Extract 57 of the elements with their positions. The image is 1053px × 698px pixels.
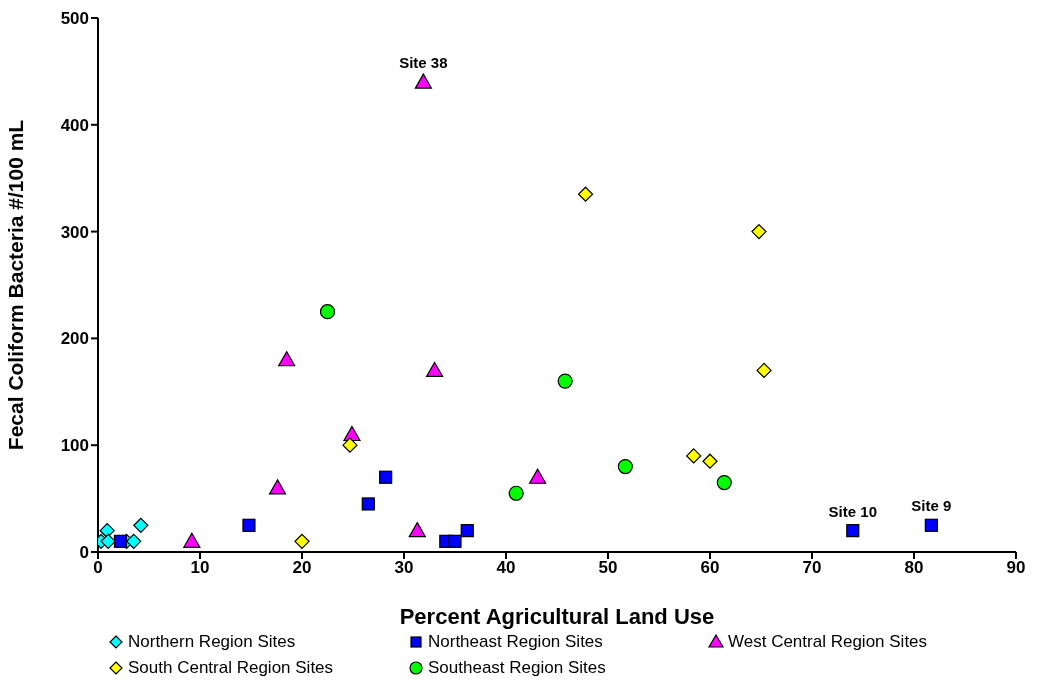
legend-label: Southeast Region Sites <box>428 658 606 678</box>
annotation: Site 38 <box>399 54 448 72</box>
legend-label: West Central Region Sites <box>728 632 928 652</box>
point <box>408 522 426 538</box>
point <box>426 361 444 378</box>
point <box>99 523 115 539</box>
point <box>924 518 938 532</box>
point <box>278 351 296 367</box>
point <box>751 224 767 240</box>
point <box>529 468 547 484</box>
point <box>756 362 772 379</box>
y-tick-label: 500 <box>60 9 89 29</box>
x-tick-label: 10 <box>190 558 210 578</box>
point <box>414 73 432 89</box>
x-axis-title: Percent Agricultural Land Use <box>399 604 715 629</box>
point <box>557 373 573 389</box>
point <box>716 474 732 491</box>
point <box>448 534 462 548</box>
annotation: Site 10 <box>828 502 877 520</box>
point <box>508 485 524 501</box>
point <box>460 524 474 538</box>
x-tick-label: 30 <box>394 558 414 578</box>
x-tick-label: 60 <box>700 558 720 578</box>
point <box>617 458 633 475</box>
point <box>183 532 201 548</box>
point <box>319 304 336 320</box>
point <box>686 448 702 464</box>
y-tick-label: 0 <box>79 543 89 563</box>
point <box>268 479 287 495</box>
y-tick-label: 300 <box>60 222 89 242</box>
point <box>342 437 358 453</box>
legend-label: South Central Region Sites <box>128 658 334 678</box>
x-tick-label: 40 <box>496 558 516 578</box>
point <box>100 533 116 549</box>
point <box>361 497 375 511</box>
point <box>113 534 128 548</box>
point <box>294 533 310 549</box>
point <box>577 186 594 202</box>
point <box>133 517 149 533</box>
point <box>846 524 860 538</box>
x-tick-label: 90 <box>1006 558 1026 578</box>
x-tick-label: 70 <box>802 558 822 578</box>
x-tick-label: 20 <box>292 558 312 578</box>
x-tick-label: 80 <box>904 558 924 578</box>
legend-label: Northeast Region Sites <box>428 632 603 652</box>
y-tick-label: 100 <box>60 436 89 456</box>
point <box>702 453 718 469</box>
x-tick-label: 0 <box>93 558 103 578</box>
y-tick-label: 400 <box>60 115 89 135</box>
point <box>242 518 256 532</box>
annotation: Site 9 <box>911 497 952 515</box>
legend-label: Northern Region Sites <box>128 632 296 652</box>
y-tick-label: 200 <box>60 329 89 349</box>
point <box>379 470 393 484</box>
x-tick-label: 50 <box>598 558 618 578</box>
y-axis-title: Fecal Coliform Bacteria #/100 mL <box>4 119 28 451</box>
point <box>126 533 142 549</box>
